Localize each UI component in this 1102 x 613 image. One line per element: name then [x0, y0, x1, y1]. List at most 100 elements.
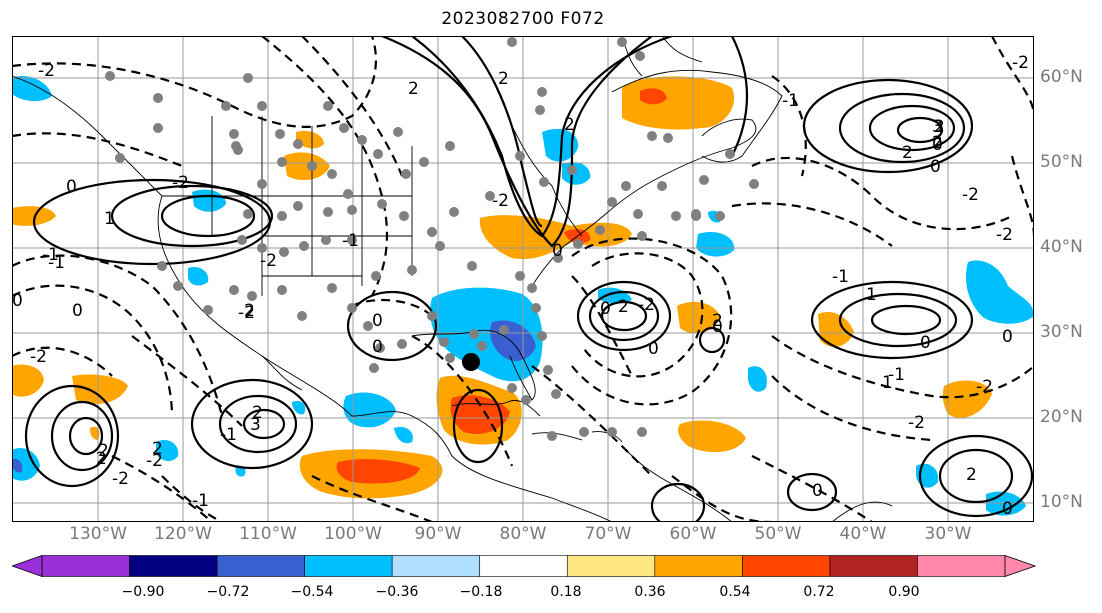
- positive-contours: [24, 36, 1034, 522]
- negative-anomaly-region: [188, 266, 209, 286]
- contour-label: 1: [104, 209, 115, 229]
- contour-label: -1: [888, 365, 905, 385]
- contour-label: -2: [638, 295, 655, 315]
- contour-label: -1: [48, 253, 65, 273]
- colorbar-bin: [304, 555, 393, 577]
- contour-label: 3: [932, 117, 943, 137]
- colorbar-under-arrow: [12, 555, 43, 577]
- contour-label: 2: [712, 311, 723, 331]
- lat-label-10n: 10°N: [1040, 492, 1083, 512]
- negative-anomaly-region: [156, 439, 179, 462]
- contour-label: -2: [962, 185, 979, 205]
- contour-label: 0: [930, 157, 941, 177]
- lon-label-120w: 120°W: [154, 524, 212, 544]
- lon-label-100w: 100°W: [324, 524, 382, 544]
- negative-anomaly-region: [542, 128, 579, 162]
- lat-label-40n: 40°N: [1040, 237, 1083, 257]
- contour-label: -2: [976, 377, 993, 397]
- lat-label-20n: 20°N: [1040, 407, 1083, 427]
- contour-label: -1: [832, 267, 849, 287]
- negative-anomaly-region: [292, 400, 306, 415]
- contour-label: 2: [966, 465, 977, 485]
- positive-anomaly-region: [677, 301, 720, 334]
- positive-anomaly-region: [72, 374, 128, 404]
- contour-label: -2: [238, 303, 255, 323]
- positive-anomaly-region: [12, 206, 56, 226]
- colorbar-tick-label: −0.36: [375, 584, 419, 600]
- contour-label: 2: [96, 449, 107, 469]
- colorbar-bin: [654, 555, 743, 577]
- positive-anomaly-region: [678, 420, 746, 453]
- colorbar: [12, 555, 1036, 577]
- contour-label: -2: [492, 191, 509, 211]
- colorbar-tick-label: 0.72: [803, 584, 835, 600]
- contour-label: 0: [920, 333, 931, 353]
- contour-label: 0: [12, 291, 23, 311]
- contour-label: 0: [372, 311, 383, 331]
- lat-label-60n: 60°N: [1040, 67, 1083, 87]
- contour-label: 2: [252, 403, 263, 423]
- lon-label-110w: 110°W: [239, 524, 297, 544]
- contour-label: 0: [372, 337, 383, 357]
- negative-anomaly-region: [12, 76, 52, 102]
- lon-label-50w: 50°W: [754, 524, 802, 544]
- contour-label-group: -2 -1 0 1 2 3 -2 0 0 1 2 -2 -1 2 3 2 0 -…: [12, 53, 1029, 519]
- positive-anomaly-region: [622, 76, 735, 130]
- contour-label: 0: [812, 481, 823, 501]
- contour-label: 1: [866, 285, 877, 305]
- colorbar-bin: [41, 555, 130, 577]
- negative-anomaly-region: [12, 458, 23, 473]
- contour-label: 0: [66, 177, 77, 197]
- colorbar-bin: [742, 555, 831, 577]
- colorbar-bin: [479, 555, 568, 577]
- colorbar-bin: [129, 555, 218, 577]
- lon-label-60w: 60°W: [669, 524, 717, 544]
- positive-anomaly-region: [818, 312, 854, 347]
- contour-label: 0: [932, 135, 943, 155]
- contour-label: 2: [408, 79, 419, 99]
- colorbar-bin: [829, 555, 918, 577]
- contour-label: -1: [220, 425, 237, 445]
- contour-label: 2: [152, 439, 163, 459]
- contour-label: -1: [192, 491, 209, 511]
- colorbar-tick-label: 0.90: [888, 584, 920, 600]
- contour-label: -2: [996, 225, 1013, 245]
- contour-label: 3: [250, 415, 261, 435]
- figure-title: 2023082700 F072: [441, 9, 605, 29]
- colorbar-tick-label: 0.36: [634, 584, 666, 600]
- contour-label: 0: [552, 241, 563, 261]
- contour-label: -2: [1012, 53, 1029, 73]
- positive-anomaly-region: [942, 380, 992, 418]
- lon-label-80w: 80°W: [499, 524, 547, 544]
- map-panel: -2 -1 0 1 2 3 -2 0 0 1 2 -2 -1 2 3 2 0 -…: [12, 36, 1034, 522]
- colorbar-bin: [566, 555, 656, 577]
- coastlines: [12, 36, 893, 522]
- positive-anomaly-region: [12, 364, 44, 397]
- negative-anomaly-region: [965, 260, 1034, 324]
- colorbar-bin: [917, 555, 1006, 577]
- contour-label: 0: [712, 317, 723, 337]
- contour-label: -2: [30, 347, 47, 367]
- contour-label: -1: [782, 91, 799, 111]
- contour-label: -1: [42, 245, 59, 265]
- contour-label: 2: [498, 69, 509, 89]
- contour-label: 2: [902, 143, 913, 163]
- contour-label: -1: [342, 231, 359, 251]
- contour-label: 2: [564, 115, 575, 135]
- contour-label: 1: [882, 373, 893, 393]
- colorbar-over-arrow: [1004, 555, 1036, 577]
- negative-anomaly-region: [394, 426, 413, 444]
- negative-anomaly-region: [696, 231, 735, 257]
- negative-contours: [12, 36, 1034, 522]
- colorbar-bin: [216, 555, 305, 577]
- positive-anomaly-region: [640, 88, 667, 105]
- contour-label: 0: [1002, 499, 1013, 519]
- contour-label: 2: [932, 133, 943, 153]
- contour-label: -2: [260, 251, 277, 271]
- positive-anomaly-region: [90, 426, 100, 440]
- colorbar-tick-label: 0.18: [550, 584, 582, 600]
- contour-label: 2: [618, 297, 629, 317]
- lon-label-30w: 30°W: [924, 524, 972, 544]
- positive-anomaly-region: [296, 130, 324, 149]
- contour-label: -2: [146, 451, 163, 471]
